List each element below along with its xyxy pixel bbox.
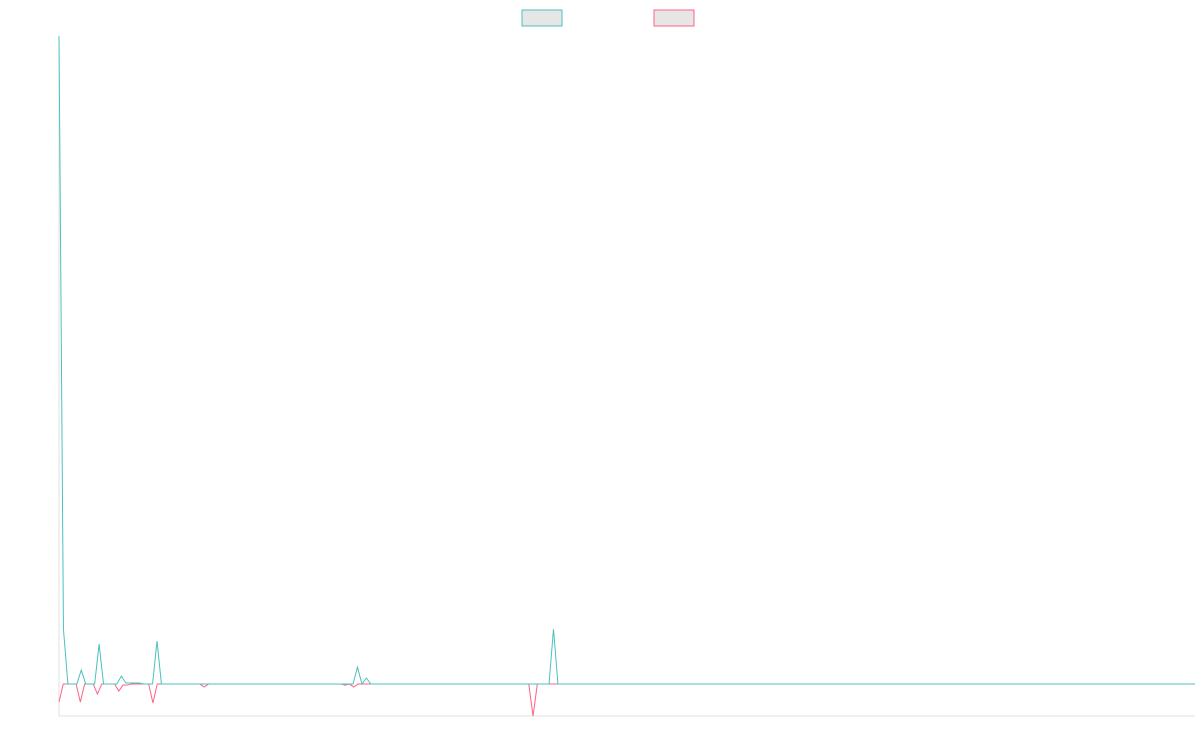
legend [521, 9, 695, 27]
line-series [58, 35, 1195, 686]
legend-swatch[interactable] [521, 9, 563, 27]
plot-area [58, 35, 1195, 717]
line-series [58, 683, 1195, 717]
legend-swatch[interactable] [653, 9, 695, 27]
